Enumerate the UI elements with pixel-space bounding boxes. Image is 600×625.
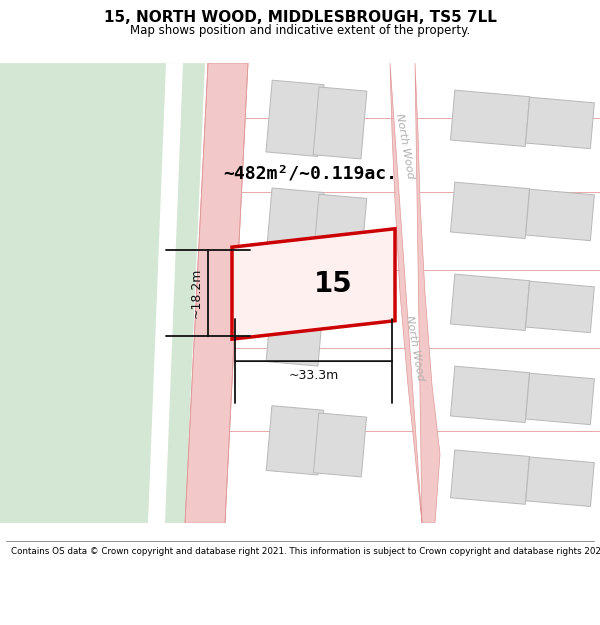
Text: Contains OS data © Crown copyright and database right 2021. This information is : Contains OS data © Crown copyright and d…: [11, 548, 600, 556]
Polygon shape: [390, 63, 440, 523]
Polygon shape: [313, 413, 367, 477]
Polygon shape: [526, 97, 595, 149]
Text: ~33.3m: ~33.3m: [289, 369, 338, 382]
Polygon shape: [451, 90, 530, 146]
Text: 15, NORTH WOOD, MIDDLESBROUGH, TS5 7LL: 15, NORTH WOOD, MIDDLESBROUGH, TS5 7LL: [104, 11, 496, 26]
Polygon shape: [185, 63, 248, 523]
Text: ~482m²/~0.119ac.: ~482m²/~0.119ac.: [223, 164, 397, 182]
Text: North Wood: North Wood: [404, 315, 425, 382]
Polygon shape: [451, 450, 529, 504]
Polygon shape: [313, 194, 367, 263]
Text: Map shows position and indicative extent of the property.: Map shows position and indicative extent…: [130, 24, 470, 37]
Text: ~18.2m: ~18.2m: [190, 268, 203, 318]
Text: 15: 15: [314, 270, 353, 298]
Polygon shape: [148, 63, 183, 523]
Polygon shape: [266, 294, 324, 366]
Text: North Wood: North Wood: [394, 112, 416, 179]
Polygon shape: [0, 63, 205, 523]
Polygon shape: [313, 87, 367, 159]
Polygon shape: [451, 182, 530, 239]
Polygon shape: [451, 366, 530, 423]
Polygon shape: [526, 189, 595, 241]
Polygon shape: [526, 373, 595, 424]
Polygon shape: [266, 406, 324, 475]
Polygon shape: [451, 274, 530, 331]
Polygon shape: [526, 457, 594, 506]
Polygon shape: [266, 188, 324, 260]
Polygon shape: [232, 229, 395, 339]
Polygon shape: [266, 80, 324, 156]
Polygon shape: [526, 281, 595, 332]
